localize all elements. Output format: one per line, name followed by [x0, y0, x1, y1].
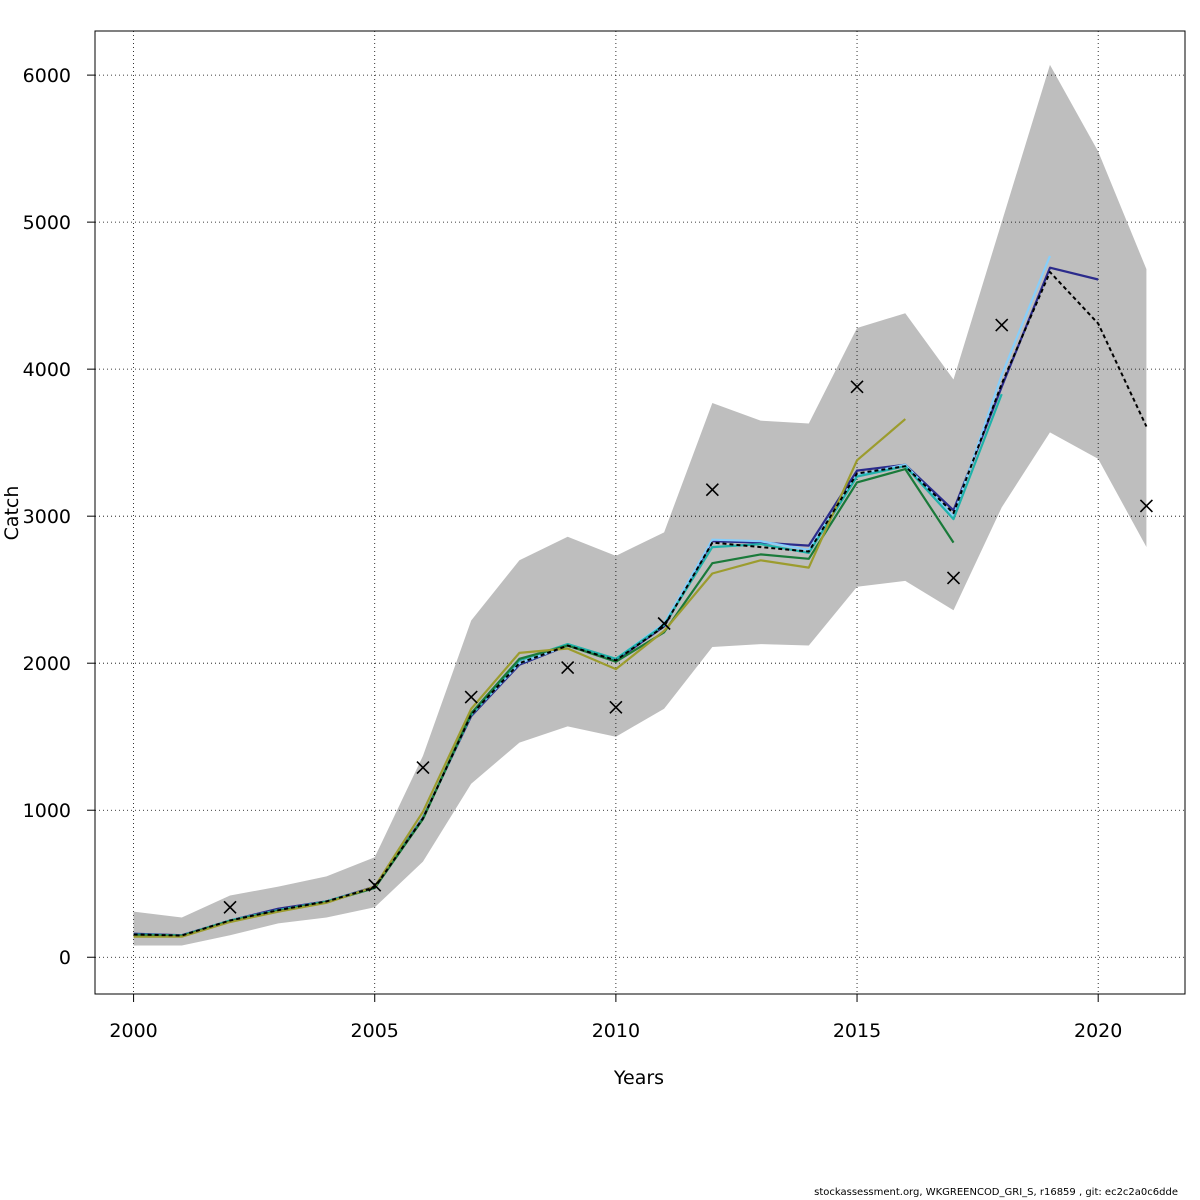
observed-point	[657, 616, 671, 631]
axes-layer: 2000 2005 2010 2015 2020 0 1000 2000 3000 4000 500…	[23, 30, 1186, 1042]
observed-point	[561, 661, 575, 675]
y-tick-label: 6000	[23, 65, 71, 87]
x-tick-label: 2010	[592, 1020, 640, 1042]
plot-frame	[94, 30, 1186, 995]
observed-point	[1139, 499, 1153, 513]
observed-point	[995, 318, 1009, 332]
observed-point	[609, 700, 623, 714]
y-tick-label: 0	[59, 947, 71, 969]
series-layer	[133, 255, 1148, 938]
y-tick-label: 1000	[23, 800, 71, 822]
observed-point	[850, 380, 864, 394]
footer-credit: stockassessment.org, WKGREENCOD_GRI_S, r…	[814, 1187, 1178, 1198]
observed-point	[416, 761, 430, 775]
observed-point	[223, 900, 237, 914]
x-tick-label: 2000	[109, 1020, 157, 1042]
observed-point	[368, 878, 382, 892]
observed-point	[464, 690, 478, 704]
y-tick-label: 3000	[23, 506, 71, 528]
x-tick-label: 2020	[1074, 1020, 1122, 1042]
y-axis-title: Catch	[1, 486, 23, 541]
x-tick-label: 2005	[351, 1020, 399, 1042]
series-line-5	[133, 418, 907, 938]
y-tick-label: 4000	[23, 359, 71, 381]
x-axis-title: Years	[613, 1067, 664, 1089]
observed-point	[705, 483, 719, 497]
observed-point	[946, 571, 961, 585]
y-tick-label: 2000	[23, 653, 71, 675]
y-tick-label: 5000	[23, 212, 71, 234]
x-tick-label: 2015	[833, 1020, 881, 1042]
observed-points-layer	[223, 318, 1153, 914]
series-line-6	[133, 271, 1148, 937]
